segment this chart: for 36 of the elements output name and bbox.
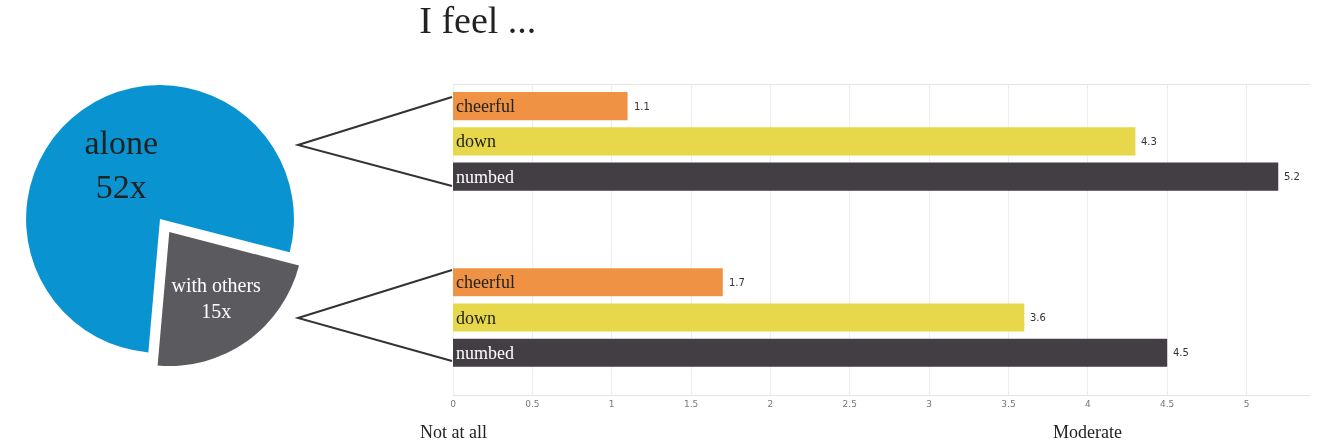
- data-label: 15x: [201, 300, 232, 323]
- data-label: 1.7: [729, 277, 745, 288]
- data-label: 52x: [95, 167, 147, 205]
- data-label: 1.1: [634, 101, 650, 112]
- x-tick-label: 0: [450, 398, 457, 409]
- bar: [453, 162, 1279, 191]
- data-label: 3.6: [1030, 312, 1046, 323]
- bar: [453, 303, 1025, 332]
- slice-label: with others: [171, 274, 262, 297]
- text: Not at all: [420, 422, 487, 442]
- x-tick-label: 0.5: [525, 398, 540, 409]
- y-tick-label: numbed: [456, 342, 514, 363]
- x-tick-label: 3.5: [1001, 398, 1016, 409]
- y-tick-label: cheerful: [456, 272, 515, 293]
- bar: [453, 92, 628, 121]
- x-tick-label: 4.5: [1160, 398, 1175, 409]
- bar: [453, 127, 1136, 156]
- y-tick-label: cheerful: [456, 96, 515, 117]
- chart-title: I feel ...: [419, 0, 537, 42]
- text: Moderate: [1053, 422, 1122, 442]
- x-tick-label: 1.5: [683, 398, 699, 409]
- bar: [453, 268, 723, 297]
- x-tick-label: 2: [767, 398, 774, 409]
- data-label: 4.5: [1173, 347, 1189, 358]
- bar: [453, 338, 1168, 367]
- data-label: 4.3: [1141, 136, 1157, 147]
- x-tick-label: 3: [926, 398, 932, 409]
- y-tick-label: numbed: [456, 166, 514, 187]
- data-label: 5.2: [1284, 171, 1300, 182]
- y-tick-label: down: [456, 131, 496, 152]
- x-tick-label: 1: [608, 398, 615, 409]
- slice-label: alone: [84, 123, 159, 161]
- y-tick-label: down: [456, 307, 496, 328]
- x-tick-label: 2.5: [842, 398, 857, 409]
- x-tick-label: 5: [1243, 398, 1250, 409]
- x-tick-label: 4: [1084, 398, 1091, 409]
